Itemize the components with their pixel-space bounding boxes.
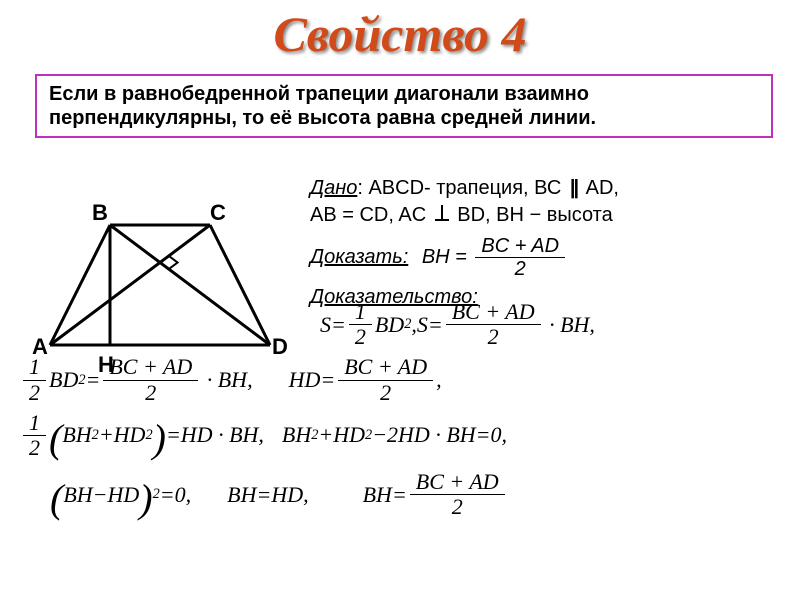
- math-row-3: 12 ( BH2 + HD2 ) = HD · BH, BH2 + HD2 − …: [20, 411, 780, 460]
- fraction: BC + AD 2: [475, 235, 565, 280]
- math-row-1: S = 12 BD2, S = BC + AD2 · BH,: [320, 300, 780, 349]
- math-row-2: 12 BD2 = BC + AD2 · BH, HD = BC + AD2 ,: [20, 355, 780, 404]
- given-label: Дано: [310, 177, 357, 199]
- given-line1: Дано: ABCD- трапеция, ВС || AD,: [310, 175, 619, 202]
- parallel-symbol: ||: [570, 175, 577, 202]
- perpendicular-symbol: [435, 219, 449, 221]
- proof-math: S = 12 BD2, S = BC + AD2 · BH, 12 BD2 = …: [20, 280, 780, 526]
- prove-line: Доказать: BH = BC + AD 2: [310, 235, 619, 280]
- page-title: Свойство 4: [273, 5, 526, 63]
- math-row-4: ( BH − HD )2 = 0, BH = HD, BH = BC + AD2: [50, 470, 780, 519]
- vertex-C: C: [210, 200, 226, 226]
- vertex-B: B: [92, 200, 108, 226]
- theorem-box: Если в равнобедренной трапеции диагонали…: [35, 74, 773, 138]
- given-line2: AB = CD, AC BD, BH − высота: [310, 202, 619, 229]
